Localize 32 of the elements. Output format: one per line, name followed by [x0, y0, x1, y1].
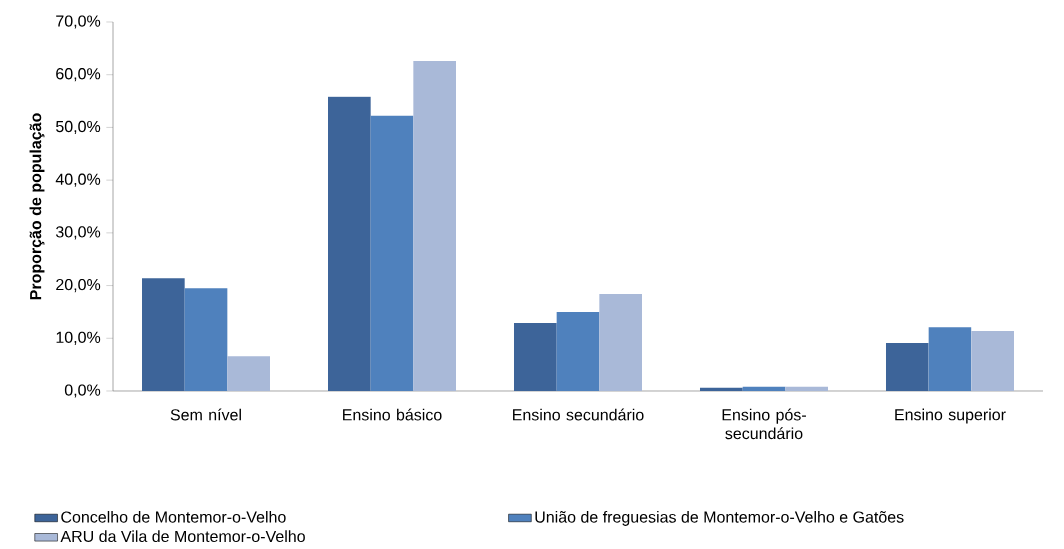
- bar: [227, 356, 270, 391]
- bar: [370, 115, 414, 391]
- x-tick-label: Ensino superior: [895, 408, 1006, 424]
- bar: [928, 327, 972, 391]
- bar: [700, 387, 743, 391]
- legend-label: ARU da Vila de Montemor-o-Velho: [60, 530, 305, 543]
- bar: [785, 386, 828, 391]
- bar: [556, 311, 600, 391]
- y-tick-label: 30,0%: [55, 226, 101, 240]
- y-tick-label: 20,0%: [56, 278, 101, 293]
- bar: [599, 293, 642, 391]
- y-tick-label: 40,0%: [55, 173, 101, 187]
- bar: [971, 330, 1014, 391]
- bar: [885, 343, 929, 391]
- y-tick-label: 0,0%: [64, 384, 101, 398]
- y-tick-label: 60,0%: [56, 68, 101, 82]
- bar: [413, 61, 456, 391]
- bar: [184, 288, 228, 391]
- y-axis-title: Proporção de população: [29, 113, 45, 300]
- bar: [328, 96, 371, 391]
- legend-label: Concelho de Montemor-o-Velho: [61, 510, 286, 523]
- y-tick-label: 70,0%: [56, 15, 101, 29]
- bar: [742, 386, 786, 391]
- bar: [142, 278, 185, 391]
- x-tick-label: Ensino básico: [343, 408, 442, 421]
- y-tick-label: 50,0%: [56, 120, 101, 135]
- x-tick-label: Ensino secundário: [513, 408, 644, 421]
- x-tick-label: Sem nível: [170, 408, 241, 421]
- legend-label: União de freguesias de Montemor-o-Velho e Gatões: [535, 510, 904, 526]
- y-tick-label: 10,0%: [56, 331, 101, 345]
- bar: [514, 322, 557, 391]
- x-tick-label: Ensino pós-secundário: [722, 408, 806, 440]
